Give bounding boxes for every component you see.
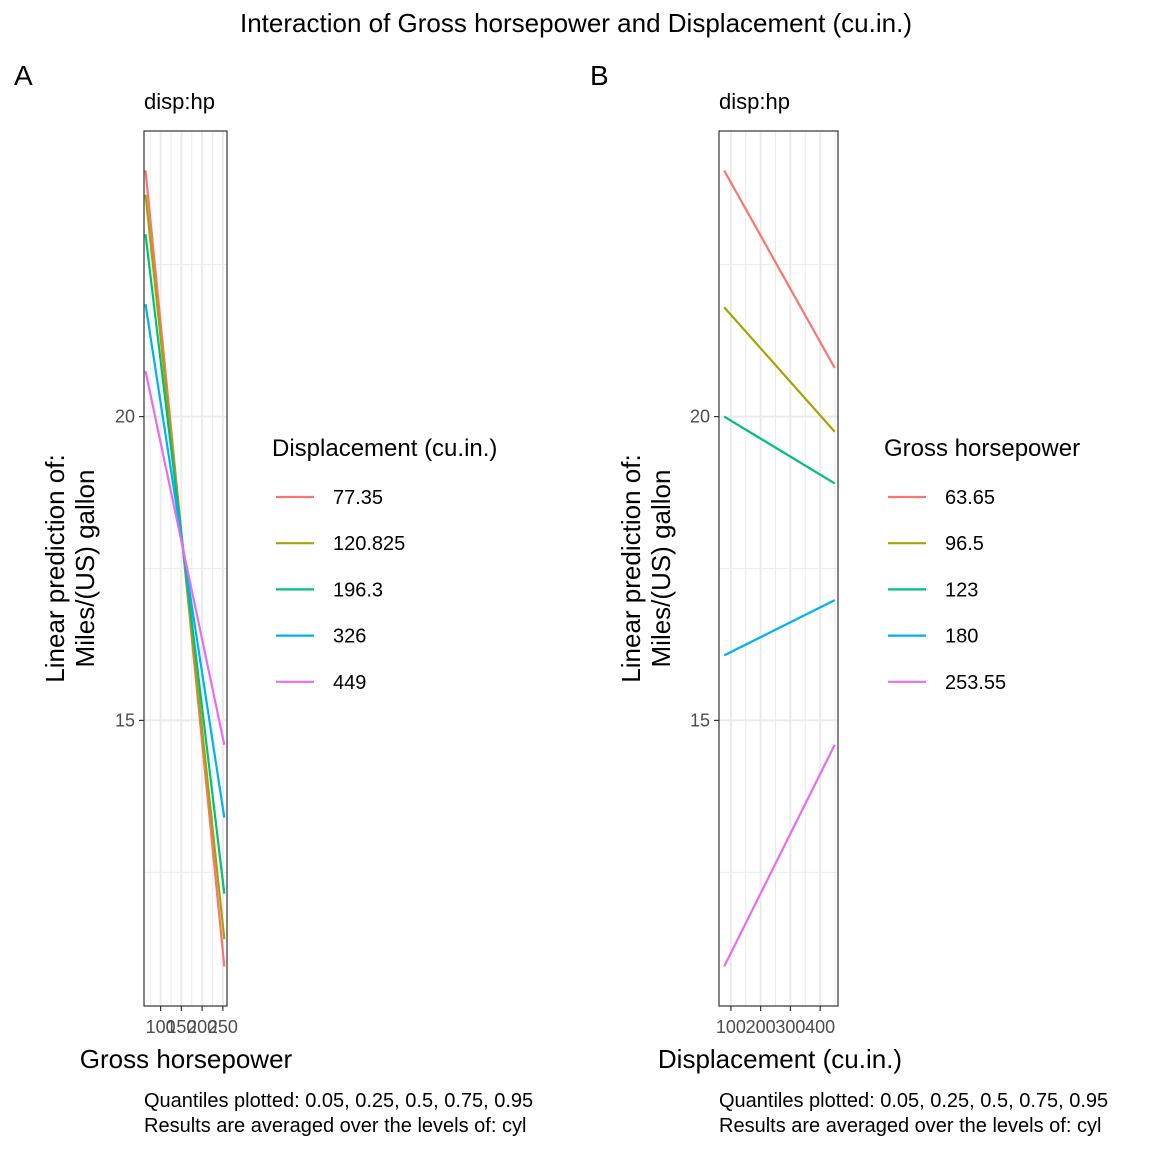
legend-item: 253.55 <box>888 672 1006 694</box>
x-tick-label: 200 <box>187 1017 217 1037</box>
legend-label: 63.65 <box>945 487 995 509</box>
legend-item: 63.65 <box>888 487 995 509</box>
legend: Displacement (cu.in.) 77.35 120.825 196.3 32… <box>272 435 497 694</box>
legend-label: 196.3 <box>333 579 383 601</box>
caption-line: Results are averaged over the levels of:… <box>144 1115 526 1137</box>
legend-item: 449 <box>276 672 366 694</box>
x-axis-title: Displacement (cu.in.) <box>658 1044 902 1074</box>
y-tick-label: 15 <box>115 710 135 730</box>
legend-title: Gross horsepower <box>884 435 1080 462</box>
legend-item: 96.5 <box>888 533 984 555</box>
series-line-180 <box>723 599 836 657</box>
y-tick-label: 20 <box>690 407 710 427</box>
legend-label: 123 <box>945 579 978 601</box>
legend-label: 326 <box>333 626 366 648</box>
facet-strip-label: disp:hp <box>144 89 215 114</box>
panel-tag: A <box>14 60 33 91</box>
series-line-123 <box>723 415 836 485</box>
legend: Gross horsepower 63.65 96.5 123 180 253.55 <box>884 435 1080 694</box>
y-tick-label: 20 <box>115 407 135 427</box>
caption: Quantiles plotted: 0.05, 0.25, 0.5, 0.75… <box>144 1090 533 1137</box>
x-axis-title: Gross horsepower <box>80 1044 293 1074</box>
panel-border <box>718 130 839 1007</box>
series-line-449 <box>144 370 226 745</box>
x-tick-label: 100 <box>146 1017 176 1037</box>
series-lines <box>723 169 836 967</box>
legend-label: 253.55 <box>945 672 1006 694</box>
caption: Quantiles plotted: 0.05, 0.25, 0.5, 0.75… <box>719 1090 1108 1137</box>
series-line-63-65 <box>723 169 836 369</box>
y-axis-title: Linear prediction of: <box>616 454 646 682</box>
series-lines <box>144 170 226 967</box>
caption-line: Quantiles plotted: 0.05, 0.25, 0.5, 0.75… <box>144 1090 533 1112</box>
legend-item: 180 <box>888 626 978 648</box>
x-tick-label: 250 <box>208 1017 238 1037</box>
x-tick-label: 300 <box>775 1017 805 1037</box>
legend-title: Displacement (cu.in.) <box>272 435 497 462</box>
y-axis-title: Miles/(US) gallon <box>646 470 676 668</box>
legend-item: 120.825 <box>276 533 405 555</box>
legend-label: 180 <box>945 626 978 648</box>
gridlines <box>719 131 838 1006</box>
x-tick-label: 200 <box>746 1017 776 1037</box>
legend-label: 77.35 <box>333 487 383 509</box>
x-tick-label: 100 <box>716 1017 746 1037</box>
x-tick-label: 150 <box>166 1017 196 1037</box>
legend-item: 196.3 <box>276 579 383 601</box>
legend-label: 120.825 <box>333 533 405 555</box>
legend-label: 449 <box>333 672 366 694</box>
panel-border <box>143 130 228 1007</box>
y-axis-title: Miles/(US) gallon <box>70 470 100 668</box>
y-tick-label: 15 <box>690 710 710 730</box>
series-line-96-5 <box>723 306 836 433</box>
legend-item: 123 <box>888 579 978 601</box>
legend-item: 326 <box>276 626 366 648</box>
facet-strip-label: disp:hp <box>719 89 790 114</box>
caption-line: Quantiles plotted: 0.05, 0.25, 0.5, 0.75… <box>719 1090 1108 1112</box>
legend-item: 77.35 <box>276 487 383 509</box>
caption-line: Results are averaged over the levels of:… <box>719 1115 1101 1137</box>
y-axis-title: Linear prediction of: <box>40 454 70 682</box>
series-line-253-55 <box>723 744 836 967</box>
x-tick-label: 400 <box>805 1017 835 1037</box>
figure-title: Interaction of Gross horsepower and Disp… <box>240 8 912 38</box>
panel-tag: B <box>590 60 609 91</box>
legend-label: 96.5 <box>945 533 984 555</box>
